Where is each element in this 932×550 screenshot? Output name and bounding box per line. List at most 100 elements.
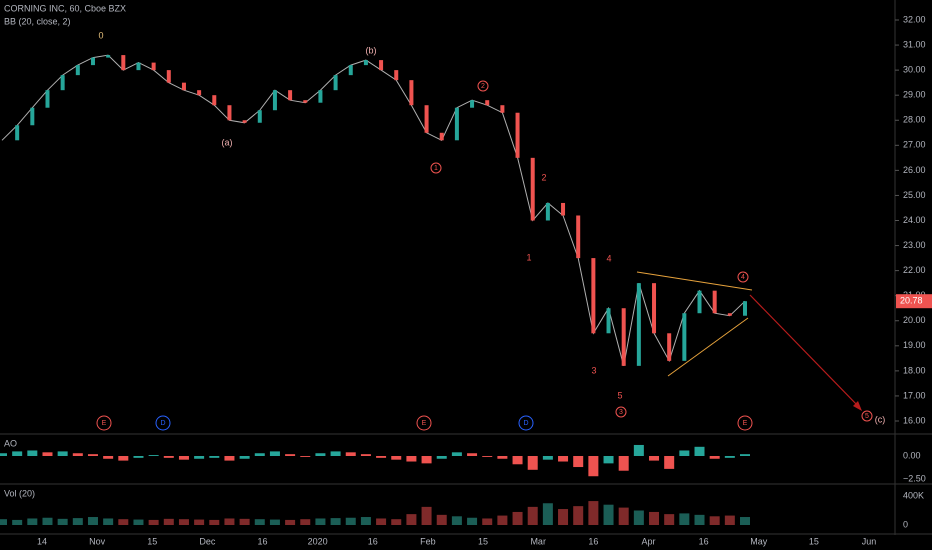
y-tick-label: 31.00 bbox=[903, 39, 926, 49]
indicator-title: BB (20, close, 2) bbox=[4, 16, 71, 26]
x-tick-label: Dec bbox=[199, 536, 216, 546]
candle bbox=[272, 90, 277, 111]
candle bbox=[348, 65, 353, 76]
ao-bar bbox=[497, 456, 508, 459]
ao-bar bbox=[163, 456, 174, 458]
ao-bar bbox=[269, 451, 280, 456]
ao-bar bbox=[451, 452, 462, 456]
y-tick-label: 24.00 bbox=[903, 215, 926, 225]
y-tick-label: 26.00 bbox=[903, 165, 926, 175]
candle bbox=[424, 105, 429, 133]
y-tick-label: 28.00 bbox=[903, 115, 926, 125]
ao-bar bbox=[664, 456, 675, 469]
candle bbox=[30, 107, 35, 126]
candle bbox=[333, 75, 338, 91]
x-tick-label: Apr bbox=[641, 536, 655, 546]
event-label: D bbox=[160, 420, 165, 427]
x-tick-label: Feb bbox=[420, 536, 436, 546]
ao-bar bbox=[103, 456, 114, 459]
candle bbox=[409, 80, 414, 106]
y-tick-label: 32.00 bbox=[903, 14, 926, 24]
ao-bar bbox=[12, 451, 23, 456]
candle bbox=[257, 110, 262, 123]
vol-bar bbox=[618, 507, 629, 525]
ao-bar bbox=[254, 453, 265, 456]
candle bbox=[45, 90, 50, 108]
wave-circle bbox=[861, 410, 873, 422]
ao-bar bbox=[709, 456, 720, 459]
vol-bar bbox=[148, 519, 159, 525]
candle bbox=[682, 313, 687, 361]
ao-bar bbox=[194, 456, 205, 459]
ao-bar bbox=[573, 456, 584, 468]
candle bbox=[606, 308, 611, 334]
vol-bar bbox=[497, 515, 508, 525]
vol-bar bbox=[573, 506, 584, 525]
ao-bar bbox=[224, 456, 235, 461]
vol-bar bbox=[421, 506, 432, 525]
wave-circle bbox=[430, 162, 442, 174]
ao-bar bbox=[724, 456, 735, 458]
vol-bar bbox=[163, 518, 174, 525]
x-tick-label: 16 bbox=[368, 536, 378, 546]
vol-bar bbox=[391, 519, 402, 525]
ao-bar bbox=[27, 450, 38, 456]
wave-label: (b) bbox=[366, 45, 377, 55]
ao-title: AO bbox=[4, 438, 17, 448]
event-marker bbox=[155, 415, 171, 431]
ao-bar bbox=[467, 453, 478, 456]
event-marker bbox=[96, 415, 112, 431]
candle bbox=[227, 105, 232, 121]
candle bbox=[743, 301, 747, 316]
wave-label: 4 bbox=[741, 274, 745, 281]
candle bbox=[379, 60, 384, 71]
ao-bar bbox=[72, 453, 83, 456]
wave-label: (a) bbox=[222, 137, 233, 147]
ao-bar bbox=[391, 456, 402, 460]
ao-bar bbox=[542, 456, 553, 460]
candle bbox=[121, 55, 126, 71]
x-tick-label: 15 bbox=[809, 536, 819, 546]
candle bbox=[470, 100, 475, 108]
candle bbox=[545, 202, 550, 221]
candle bbox=[75, 65, 80, 76]
y-tick-label: 29.00 bbox=[903, 90, 926, 100]
wave-label: 4 bbox=[606, 253, 611, 263]
vol-bar bbox=[315, 518, 326, 525]
ao-bar bbox=[558, 456, 569, 462]
ao-bar bbox=[87, 454, 98, 456]
vol-bar bbox=[436, 514, 447, 525]
candle bbox=[500, 105, 505, 113]
ao-bar bbox=[633, 444, 644, 456]
candle bbox=[591, 258, 596, 334]
event-marker bbox=[737, 415, 753, 431]
wave-label: 1 bbox=[526, 252, 531, 262]
triangle-lower bbox=[667, 317, 749, 377]
candle bbox=[515, 112, 520, 158]
candle bbox=[318, 90, 323, 103]
vol-bar bbox=[679, 513, 690, 525]
candle bbox=[363, 60, 368, 66]
vol-bar bbox=[542, 503, 553, 525]
y-tick-label: 23.00 bbox=[903, 240, 926, 250]
wave-circle bbox=[615, 406, 627, 418]
vol-bar bbox=[27, 518, 38, 525]
x-tick-label: May bbox=[750, 536, 768, 546]
vol-bar bbox=[12, 519, 23, 525]
candle bbox=[636, 283, 641, 366]
candle bbox=[621, 308, 626, 366]
x-tick-label: 15 bbox=[147, 536, 157, 546]
vol-bar bbox=[87, 517, 98, 525]
ao-bar bbox=[300, 456, 311, 457]
vol-bar bbox=[0, 519, 7, 525]
vol-bar bbox=[239, 518, 250, 525]
vol-bar bbox=[254, 519, 265, 525]
event-marker bbox=[518, 415, 534, 431]
symbol-title: CORNING INC, 60, Cboe BZX bbox=[4, 3, 126, 13]
wave-label: 2 bbox=[481, 83, 485, 90]
candle bbox=[136, 62, 141, 71]
vol-bar bbox=[376, 518, 387, 525]
candle bbox=[394, 70, 399, 81]
vol-bar bbox=[694, 514, 705, 525]
